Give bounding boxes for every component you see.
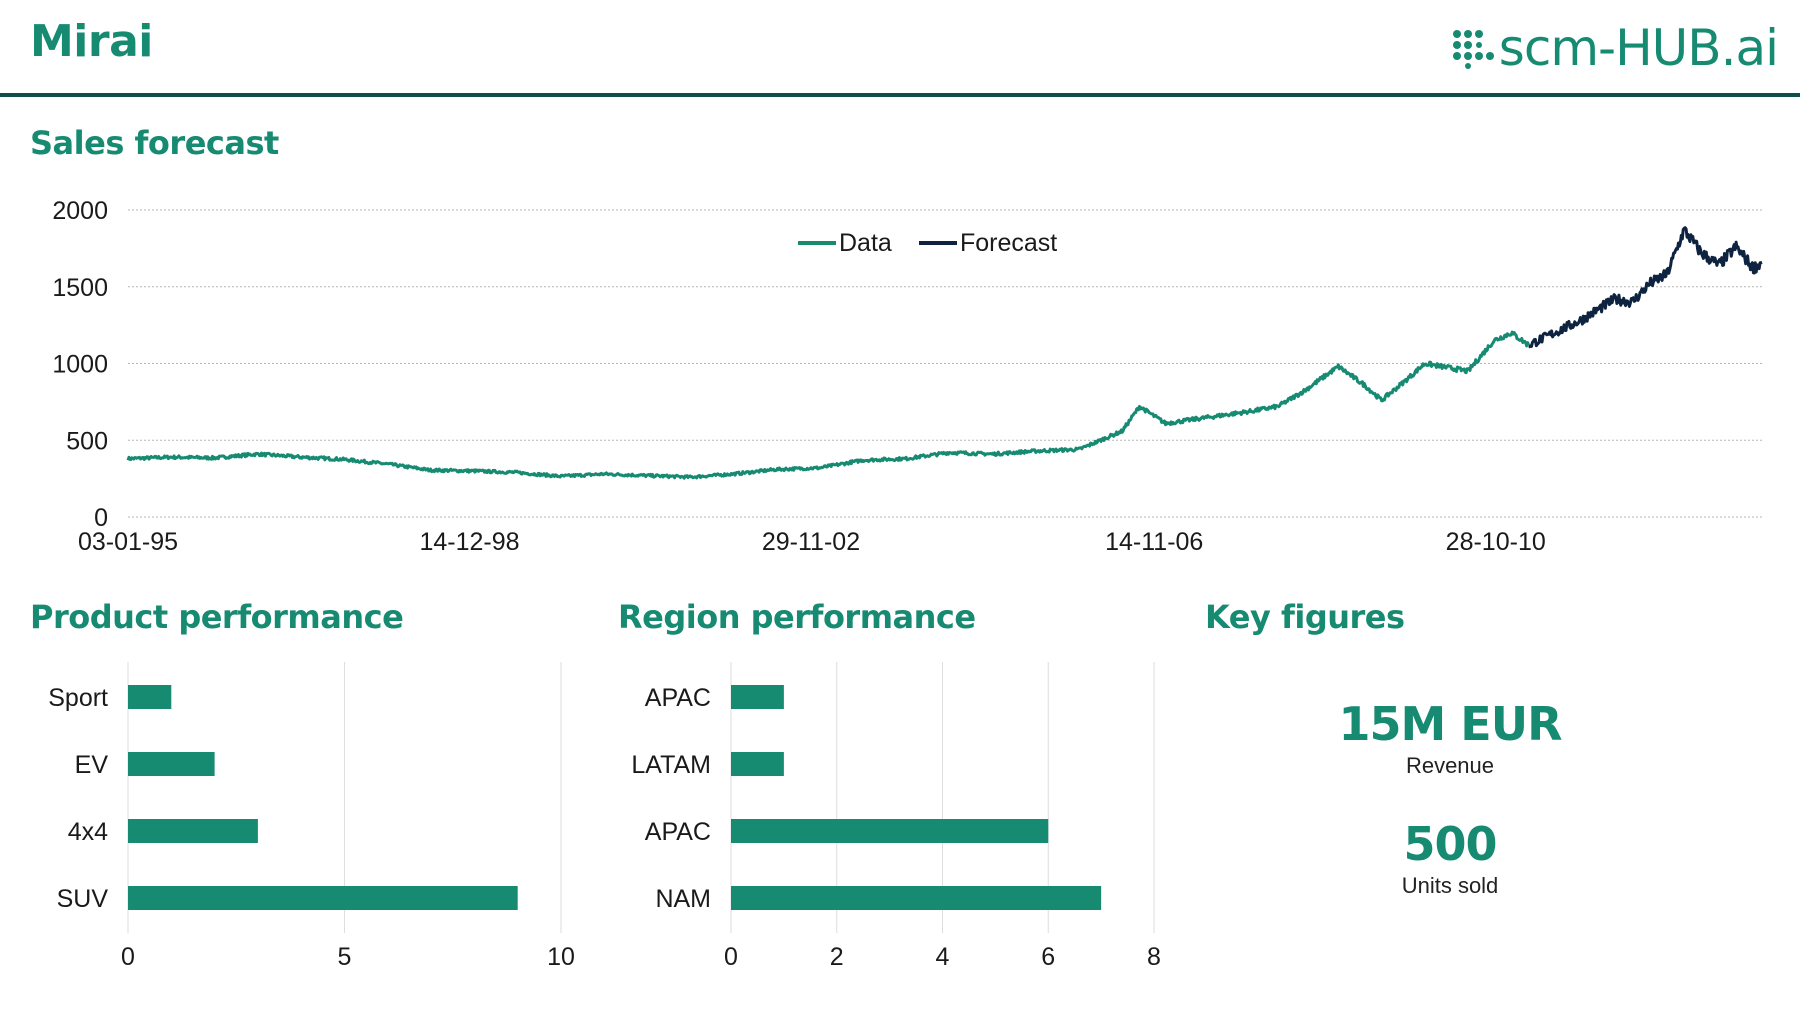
product-x-tick-label: 5 bbox=[338, 943, 352, 971]
product-performance-title: Product performance bbox=[30, 598, 404, 636]
product-bar bbox=[128, 886, 518, 910]
region-x-tick-label: 2 bbox=[830, 943, 844, 971]
region-bar bbox=[731, 685, 784, 709]
product-category-label: Sport bbox=[48, 684, 108, 712]
logo-dots-icon bbox=[1452, 30, 1494, 69]
app-title: Mirai bbox=[30, 16, 153, 67]
x-tick-label: 29-11-02 bbox=[762, 528, 860, 556]
series-line-forecast bbox=[1528, 226, 1763, 349]
kpi-revenue: 15M EUR Revenue bbox=[1250, 697, 1650, 779]
series-line-data bbox=[126, 330, 1530, 480]
y-tick-label: 0 bbox=[94, 504, 108, 532]
x-tick-label: 14-12-98 bbox=[419, 528, 519, 556]
header: Mirai scm-HUB.ai bbox=[0, 0, 1800, 96]
region-performance-title: Region performance bbox=[618, 598, 976, 636]
region-x-tick-label: 8 bbox=[1147, 943, 1161, 971]
key-figures-title: Key figures bbox=[1205, 598, 1405, 636]
region-performance-chart: 0 2 4 6 8 APAC LATAM APAC NAM bbox=[631, 662, 1161, 971]
region-bar bbox=[731, 886, 1102, 910]
product-performance-chart: 0 5 10 Sport EV 4x4 SUV bbox=[48, 662, 575, 971]
product-bar bbox=[128, 752, 215, 776]
kpi-revenue-value: 15M EUR bbox=[1338, 697, 1563, 751]
kpi-units-value: 500 bbox=[1403, 817, 1497, 871]
region-category-label: NAM bbox=[655, 885, 711, 913]
kpi-units-sold: 500 Units sold bbox=[1250, 817, 1650, 899]
product-x-tick-label: 10 bbox=[547, 943, 575, 971]
legend-label-data: Data bbox=[839, 229, 892, 257]
region-x-tick-label: 6 bbox=[1041, 943, 1055, 971]
kpi-revenue-label: Revenue bbox=[1405, 753, 1495, 778]
sales-forecast-chart: 0 500 1000 1500 2000 03-01-95 14-12-98 29-11-02… bbox=[52, 197, 1763, 556]
region-bar bbox=[731, 752, 784, 776]
y-tick-label: 500 bbox=[66, 427, 108, 455]
y-tick-label: 2000 bbox=[52, 197, 108, 225]
region-x-tick-label: 0 bbox=[724, 943, 738, 971]
logo-text: scm-HUB.ai bbox=[1498, 19, 1779, 77]
product-category-label: 4x4 bbox=[68, 818, 108, 846]
region-category-label: APAC bbox=[645, 818, 711, 846]
y-tick-label: 1500 bbox=[52, 274, 108, 302]
x-tick-label: 28-10-10 bbox=[1446, 528, 1546, 556]
product-category-label: SUV bbox=[57, 885, 109, 913]
product-category-label: EV bbox=[75, 751, 109, 779]
kpi-units-label: Units sold bbox=[1401, 873, 1499, 898]
product-bar bbox=[128, 685, 172, 709]
legend-label-forecast: Forecast bbox=[960, 229, 1057, 257]
product-x-tick-label: 0 bbox=[121, 943, 135, 971]
region-category-label: LATAM bbox=[631, 751, 711, 779]
x-tick-label: 03-01-95 bbox=[78, 528, 178, 556]
y-tick-label: 1000 bbox=[52, 351, 108, 379]
x-tick-label: 14-11-06 bbox=[1105, 528, 1203, 556]
region-category-label: APAC bbox=[645, 684, 711, 712]
region-bar bbox=[731, 819, 1049, 843]
region-x-tick-label: 4 bbox=[936, 943, 950, 971]
product-bar bbox=[128, 819, 258, 843]
header-divider bbox=[0, 93, 1800, 97]
brand-logo: scm-HUB.ai bbox=[1451, 18, 1779, 78]
sales-forecast-title: Sales forecast bbox=[30, 124, 279, 162]
